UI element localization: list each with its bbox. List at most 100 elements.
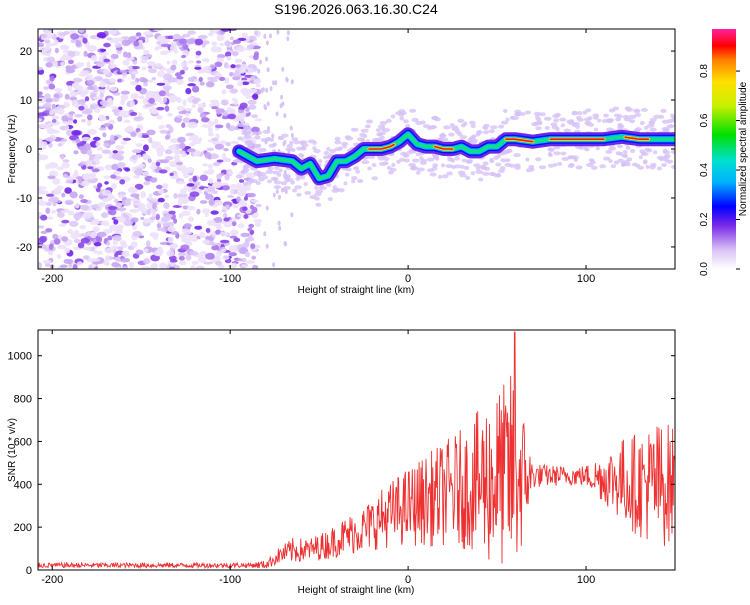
- y-tick-label: 1000: [8, 351, 32, 363]
- noise-blob: [210, 46, 221, 53]
- noise-blob: [195, 55, 200, 59]
- ridge-halo: [659, 114, 665, 119]
- noise-blob: [58, 108, 65, 115]
- noise-blob: [116, 50, 122, 54]
- noise-blob: [91, 168, 100, 173]
- ridge-halo: [488, 129, 495, 134]
- noise-blob: [211, 41, 218, 46]
- noise-blob: [120, 94, 129, 101]
- noise-blob: [102, 132, 107, 138]
- noise-blob: [61, 115, 69, 122]
- ridge-halo: [561, 156, 569, 161]
- noise-blob: [167, 77, 178, 83]
- ridge-halo: [601, 119, 608, 123]
- noise-blob: [229, 188, 234, 195]
- ridge-halo: [329, 149, 336, 153]
- noise-blob: [163, 202, 170, 209]
- ridge-halo: [496, 154, 501, 159]
- ridge-halo: [625, 145, 631, 150]
- ridge-halo: [463, 165, 470, 170]
- noise-blob: [223, 62, 229, 69]
- noise-blob: [290, 212, 294, 218]
- ridge-halo: [333, 187, 341, 192]
- ridge-halo: [583, 117, 591, 122]
- noise-blob: [86, 74, 94, 78]
- noise-blob: [136, 154, 142, 159]
- noise-blob: [232, 72, 240, 77]
- noise-blob: [231, 230, 238, 236]
- noise-blob: [181, 54, 186, 59]
- noise-blob: [186, 38, 196, 45]
- ridge-core: [505, 138, 534, 143]
- noise-blob: [110, 58, 115, 65]
- noise-blob: [109, 78, 117, 83]
- ridge-halo: [399, 116, 405, 121]
- noise-blob: [248, 104, 257, 110]
- noise-blob: [254, 118, 263, 122]
- noise-blob: [120, 257, 131, 263]
- noise-blob: [229, 183, 238, 189]
- noise-blob: [142, 98, 148, 104]
- noise-blob: [93, 177, 99, 182]
- noise-blob: [208, 132, 214, 137]
- noise-blob: [170, 64, 177, 71]
- noise-blob: [38, 188, 44, 195]
- noise-blob: [215, 229, 222, 235]
- noise-blob: [229, 36, 234, 41]
- x-tick-label: -200: [41, 273, 63, 285]
- ridge-halo: [364, 124, 371, 129]
- noise-blob: [197, 103, 207, 107]
- noise-blob: [82, 255, 90, 260]
- ridge-halo: [671, 164, 675, 169]
- noise-blob: [128, 36, 137, 43]
- noise-blob: [217, 54, 226, 59]
- noise-blob: [272, 80, 275, 86]
- noise-blob: [156, 150, 164, 157]
- noise-blob: [51, 103, 57, 109]
- noise-blob: [95, 141, 101, 147]
- noise-blob: [53, 39, 59, 45]
- noise-blob: [41, 34, 48, 38]
- noise-blob: [154, 63, 163, 68]
- noise-blob: [106, 241, 111, 246]
- ridge-halo: [459, 135, 467, 140]
- noise-blob: [76, 89, 86, 96]
- ridge-halo: [338, 146, 343, 151]
- noise-blob: [96, 147, 104, 151]
- noise-blob: [216, 173, 223, 180]
- noise-blob: [63, 258, 74, 264]
- noise-blob: [87, 129, 98, 135]
- noise-blob: [143, 31, 153, 36]
- noise-blob: [248, 55, 254, 59]
- noise-blob: [113, 219, 119, 225]
- ridge-halo: [327, 197, 333, 201]
- noise-blob: [164, 149, 173, 155]
- noise-blob: [109, 209, 117, 216]
- ridge-halo: [315, 202, 322, 207]
- ridge-halo: [291, 137, 299, 142]
- noise-blob: [90, 172, 96, 178]
- ridge-halo: [576, 115, 582, 120]
- noise-blob: [196, 236, 201, 240]
- noise-blob: [143, 248, 149, 253]
- noise-blob: [138, 36, 146, 41]
- ridge-halo: [296, 146, 302, 151]
- noise-blob: [45, 44, 50, 51]
- noise-blob: [142, 153, 149, 160]
- noise-blob: [107, 235, 113, 241]
- noise-blob: [148, 136, 153, 144]
- noise-blob: [181, 200, 188, 205]
- noise-blob: [240, 264, 249, 268]
- noise-blob: [168, 126, 174, 133]
- y-tick-label: -10: [16, 193, 32, 205]
- x-tick-label: -200: [41, 574, 63, 586]
- noise-blob: [130, 208, 137, 213]
- ridge-halo: [563, 128, 571, 133]
- noise-blob: [208, 199, 215, 206]
- noise-blob: [46, 193, 55, 197]
- noise-blob: [267, 126, 270, 131]
- noise-blob: [38, 200, 48, 206]
- noise-blob: [67, 85, 73, 91]
- noise-blob: [155, 213, 160, 221]
- noise-blob: [144, 103, 154, 108]
